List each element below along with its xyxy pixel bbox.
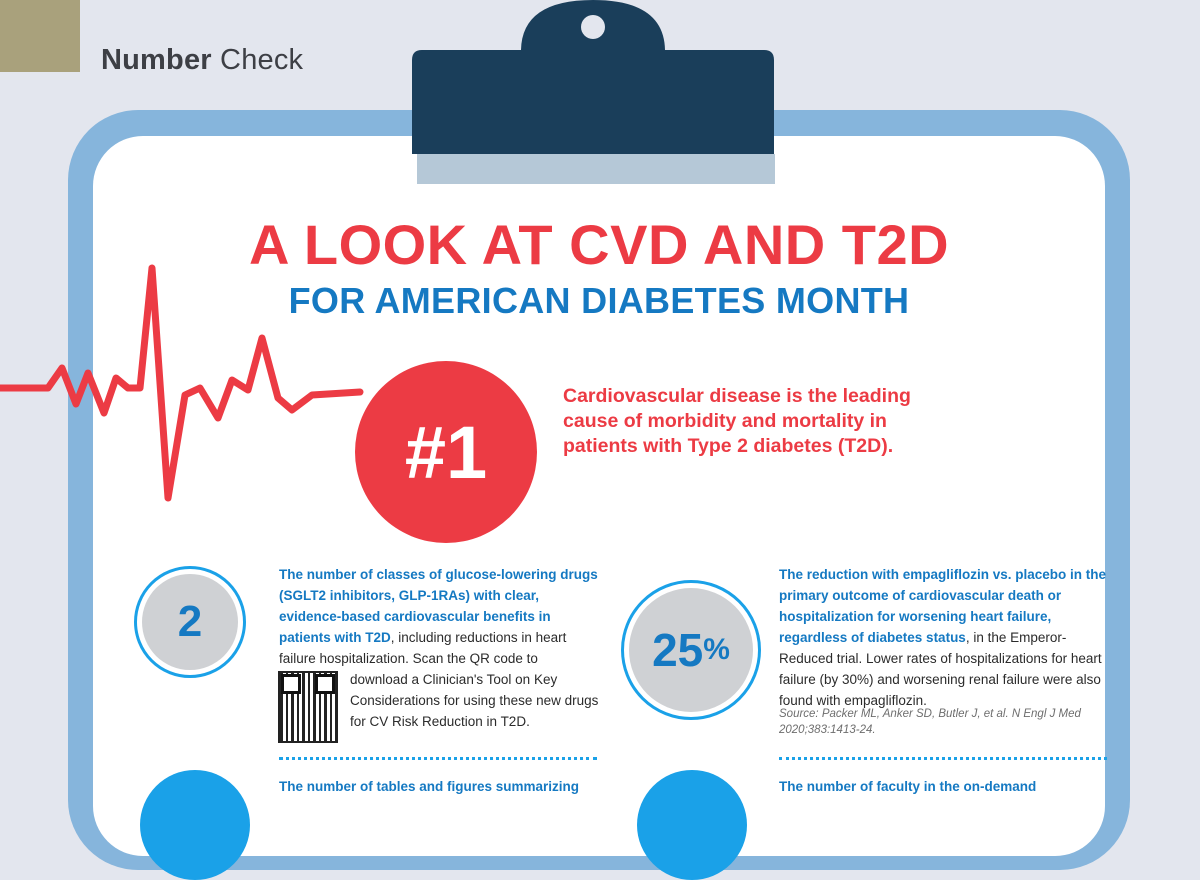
rank-badge: #1 — [355, 361, 537, 543]
main-title: A LOOK AT CVD AND T2D — [248, 213, 950, 276]
stat-value-classes: 2 — [142, 574, 238, 670]
rank-statement: Cardiovascular disease is the leading ca… — [563, 385, 911, 457]
stat-highlight-classes: The number of classes of glucose-lowerin… — [279, 567, 598, 645]
section-label-bold: Number — [101, 44, 212, 76]
section-label-regular: Check — [220, 44, 304, 76]
clipboard-clip-icon — [412, 0, 774, 154]
stat-text-reduction: The reduction with empagliflozin vs. pla… — [779, 564, 1109, 711]
stat-value-unit: % — [703, 633, 730, 666]
clipboard-paper — [93, 136, 1105, 856]
corner-tab — [0, 0, 80, 72]
clip-shadow — [417, 154, 775, 184]
heartbeat-line-icon — [0, 264, 364, 502]
teaser-right: The number of faculty in the on-demand — [779, 779, 1037, 794]
qr-description: download a Clinician's Tool on Key Consi… — [350, 672, 599, 729]
stat-value-number: 25 — [652, 624, 704, 676]
qr-code-icon[interactable] — [278, 671, 338, 743]
sub-title: FOR AMERICAN DIABETES MONTH — [288, 280, 910, 321]
next-stat-circle-right — [637, 770, 747, 880]
teaser-left: The number of tables and figures summari… — [279, 779, 580, 794]
stat-body-classes: , including reductions in heart failure … — [279, 630, 567, 666]
next-stat-circle-left — [140, 770, 250, 880]
stat-circle-classes: 2 — [134, 566, 246, 678]
source-citation: Source: Packer ML, Anker SD, Butler J, e… — [779, 708, 1081, 736]
stat-value-reduction: 25% — [629, 588, 753, 712]
stat-highlight-reduction: The reduction with empagliflozin vs. pla… — [779, 567, 1107, 645]
stat-body-reduction: , in the Emperor-Reduced trial. Lower ra… — [779, 630, 1102, 708]
dotted-divider-left — [279, 757, 597, 760]
stat-circle-reduction: 25% — [621, 580, 761, 720]
section-label: Number Check — [101, 44, 303, 77]
stat-text-classes: The number of classes of glucose-lowerin… — [279, 564, 599, 669]
dotted-divider-right — [779, 757, 1107, 760]
